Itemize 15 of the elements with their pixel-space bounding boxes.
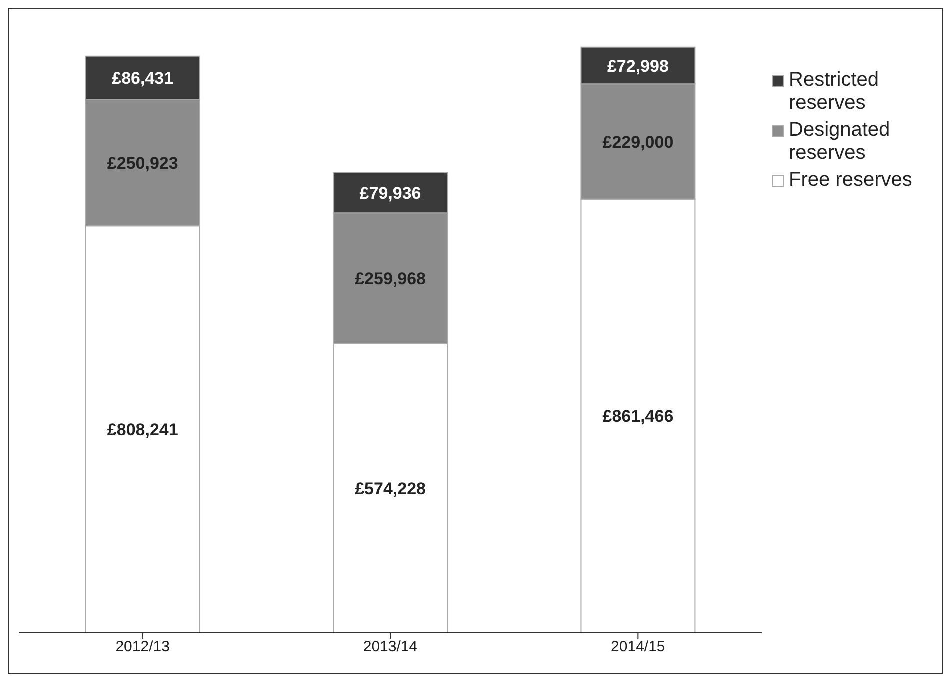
legend-label: Designated reserves <box>789 119 892 165</box>
data-label: £79,936 <box>360 184 422 204</box>
data-label: £72,998 <box>607 56 669 76</box>
data-label: £250,923 <box>107 154 178 174</box>
data-label: £861,466 <box>602 407 674 426</box>
legend-label: Free reserves <box>789 169 912 192</box>
legend-label: Restricted reserves <box>789 69 880 115</box>
data-label: £229,000 <box>602 132 674 152</box>
data-label: £808,241 <box>107 420 178 440</box>
data-label: £259,968 <box>355 270 426 289</box>
data-label: £86,431 <box>112 69 174 88</box>
data-label: £574,228 <box>355 480 426 499</box>
x-tick-label: 2012/13 <box>116 638 170 656</box>
x-tick-label: 2013/14 <box>363 638 418 656</box>
x-tick-label: 2014/15 <box>611 638 666 656</box>
